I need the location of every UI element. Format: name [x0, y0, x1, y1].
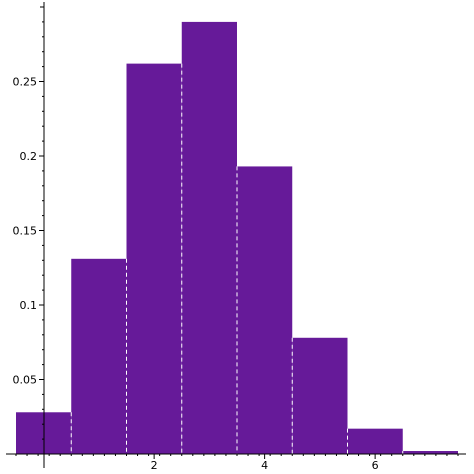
histogram-bar-6: [347, 428, 403, 454]
histogram-bar-2: [126, 63, 182, 455]
histogram-bar-3: [181, 21, 237, 455]
x-tick-label: 4: [261, 459, 268, 472]
x-tick-label: 2: [151, 459, 158, 472]
x-tick-label: 6: [372, 459, 379, 472]
axes-group: [6, 2, 466, 468]
y-tick-label: 0.2: [20, 150, 38, 163]
bars-group: [16, 21, 458, 455]
y-ticks-group: 0.05 0.1 0.15 0.2 0.25: [13, 76, 44, 387]
y-tick-label: 0.1: [20, 299, 38, 312]
x-ticks-group: 2 4 6: [151, 454, 379, 472]
histogram-bar-7: [402, 451, 458, 454]
y-tick-label: 0.25: [13, 76, 38, 89]
histogram-bar-1: [71, 258, 127, 454]
histogram-bar-5: [292, 337, 348, 454]
y-tick-label: 0.15: [13, 225, 38, 238]
histogram-bar-4: [237, 166, 293, 454]
y-tick-label: 0.05: [13, 374, 38, 387]
